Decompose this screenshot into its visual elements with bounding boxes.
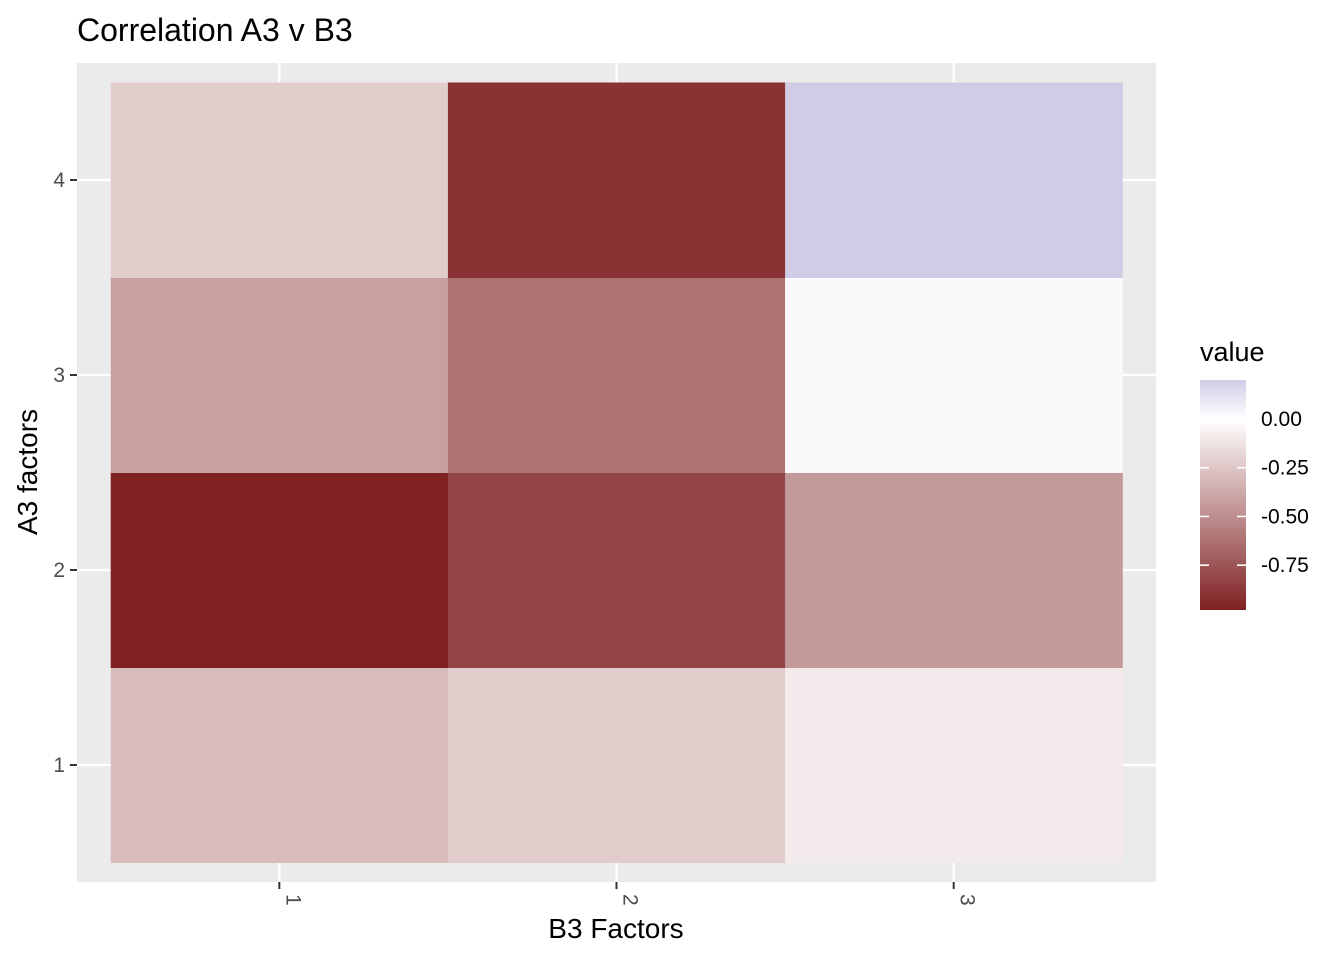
legend-tick-label: -0.75 bbox=[1261, 554, 1309, 577]
x-axis-ticks: 1 2 3 bbox=[278, 882, 979, 906]
heatmap-cell bbox=[110, 472, 449, 668]
y-tick-label: 3 bbox=[53, 364, 65, 387]
y-tick-label: 1 bbox=[53, 754, 65, 777]
legend-tick-label: 0.00 bbox=[1261, 408, 1302, 431]
heatmap-cell bbox=[785, 667, 1123, 863]
x-tick-label: 1 bbox=[281, 894, 304, 906]
y-axis-ticks: 1 2 3 4 bbox=[53, 169, 77, 777]
legend-title: value bbox=[1200, 337, 1265, 367]
y-tick-label: 4 bbox=[53, 169, 65, 192]
y-axis-label: A3 factors bbox=[12, 409, 43, 535]
legend-colorbar bbox=[1200, 380, 1246, 610]
legend-ticks: 0.00 -0.25 -0.50 -0.75 bbox=[1200, 408, 1309, 577]
chart-title: Correlation A3 v B3 bbox=[77, 12, 353, 48]
heatmap-cell bbox=[447, 82, 786, 278]
y-tick-label: 2 bbox=[53, 559, 65, 582]
heatmap-cell bbox=[447, 472, 786, 668]
heatmap-cell bbox=[785, 277, 1123, 473]
color-legend: value 0.00 -0.25 -0.50 -0.75 bbox=[1200, 337, 1309, 610]
legend-tick-label: -0.25 bbox=[1261, 457, 1309, 480]
heatmap-cell bbox=[785, 472, 1123, 668]
heatmap-cells bbox=[110, 82, 1123, 863]
heatmap-cell bbox=[110, 667, 449, 863]
heatmap-cell bbox=[447, 667, 786, 863]
heatmap-cell bbox=[110, 82, 449, 278]
x-tick-label: 2 bbox=[619, 894, 642, 906]
heatmap-cell bbox=[110, 277, 449, 473]
heatmap-cell bbox=[447, 277, 786, 473]
x-tick-label: 3 bbox=[956, 894, 979, 906]
legend-tick-label: -0.50 bbox=[1261, 505, 1309, 528]
x-axis-label: B3 Factors bbox=[548, 913, 683, 944]
heatmap-cell bbox=[785, 82, 1123, 278]
